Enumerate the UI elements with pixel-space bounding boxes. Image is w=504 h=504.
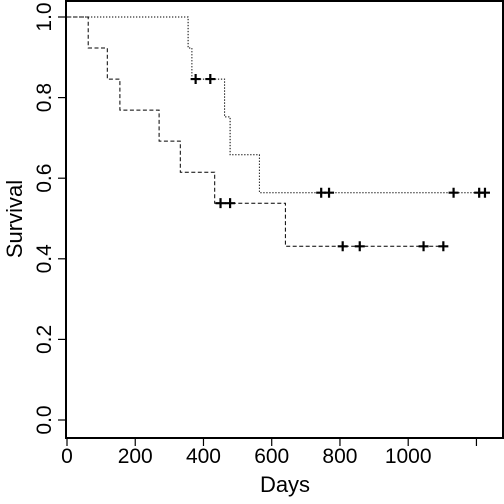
censor-mark [479,187,490,198]
x-axis: 0 200 400 600 800 1000 [61,438,478,468]
survival-curve-dotted [67,16,482,194]
x-tick-label: 200 [118,445,153,468]
x-tick-label: 800 [322,445,357,468]
y-tick-label: 1.0 [33,2,56,31]
y-tick-label: 0.0 [33,405,56,434]
censor-mark [215,198,226,209]
series-layer [67,16,490,252]
y-axis-title: Survival [2,180,27,258]
x-axis-title: Days [260,472,310,497]
x-tick-label: 400 [186,445,221,468]
censor-mark [448,187,459,198]
x-tick-label: 0 [61,445,73,468]
y-tick-label: 0.6 [33,164,56,193]
censor-mark [418,241,429,252]
y-tick-label: 0.4 [33,244,56,274]
censor-mark [225,198,236,209]
censor-mark [324,187,335,198]
x-tick-label: 1000 [385,445,432,468]
y-axis: 0.0 0.2 0.4 0.6 0.8 1.0 [33,2,66,435]
censor-mark [337,241,348,252]
x-tick-label: 600 [254,445,289,468]
censor-mark [190,74,201,85]
censor-mark [354,241,365,252]
censor-mark [205,74,216,85]
y-tick-label: 0.8 [33,83,56,112]
plot-frame [65,0,504,439]
y-tick-label: 0.2 [33,325,56,354]
survival-curve-dashed [67,16,446,247]
censor-mark [438,241,449,252]
